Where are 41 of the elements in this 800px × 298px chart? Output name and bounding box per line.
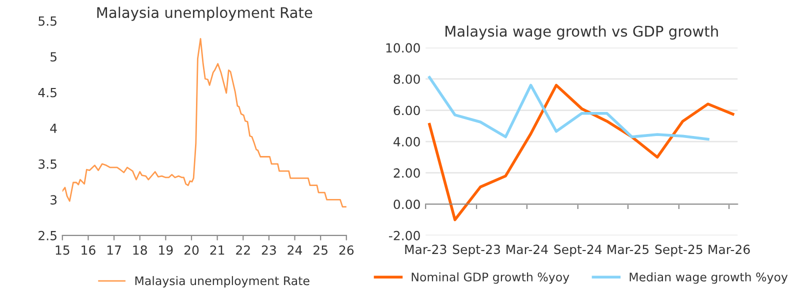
y-tick-label: 8.00 xyxy=(394,74,420,84)
x-tick-label: Sept-23 xyxy=(452,244,500,257)
y-tick-label: 2.00 xyxy=(394,168,420,178)
x-tick-label: Mar-26 xyxy=(708,244,750,254)
x-tick-label: 21 xyxy=(210,245,224,255)
x-tick-label: Sept-24 xyxy=(554,244,602,257)
y-tick-label: 6.00 xyxy=(394,106,420,116)
x-tick-label: Mar-24 xyxy=(506,244,548,254)
chart-title: Malaysia unemployment Rate xyxy=(97,6,312,21)
line-series xyxy=(428,84,734,222)
chart-title: Malaysia wage growth vs GDP growth xyxy=(446,25,718,40)
y-tick-label: -2.00 xyxy=(389,230,420,240)
legend-label: Median wage growth %yoy xyxy=(630,272,788,284)
y-tick-label: 2.5 xyxy=(38,230,56,240)
y-tick-label: 3.5 xyxy=(38,159,56,169)
y-tick-label: 5.5 xyxy=(38,16,56,26)
y-tick-label: 4.00 xyxy=(394,137,420,146)
line-series xyxy=(428,76,710,141)
y-tick-label: 0.00 xyxy=(394,200,420,210)
x-tick-label: 22 xyxy=(236,245,250,255)
x-tick-label: Mar-23 xyxy=(405,244,446,254)
x-tick-label: 26 xyxy=(339,245,354,255)
x-tick-label: 25 xyxy=(314,245,328,255)
line-series xyxy=(62,38,346,208)
x-tick-label: 17 xyxy=(107,246,121,255)
y-tick-label: 5 xyxy=(50,52,56,62)
y-tick-label: 10.00 xyxy=(386,43,420,53)
x-tick-label: 20 xyxy=(184,245,199,255)
x-tick-label: 15 xyxy=(56,246,70,255)
y-tick-label: 4 xyxy=(50,124,57,133)
y-tick-label: 3 xyxy=(50,195,57,205)
x-tick-label: 23 xyxy=(262,245,276,255)
legend-label: Nominal GDP growth %yoy xyxy=(412,272,570,284)
x-tick-label: 24 xyxy=(288,245,302,255)
x-tick-label: 18 xyxy=(133,245,147,255)
x-tick-label: 16 xyxy=(82,245,96,255)
x-tick-label: Mar-25 xyxy=(608,244,648,254)
x-tick-label: 19 xyxy=(159,245,173,255)
y-tick-label: 4.5 xyxy=(38,88,56,98)
x-tick-label: Sept-25 xyxy=(655,244,702,257)
legend-label: Malaysia unemployment Rate xyxy=(135,276,310,288)
